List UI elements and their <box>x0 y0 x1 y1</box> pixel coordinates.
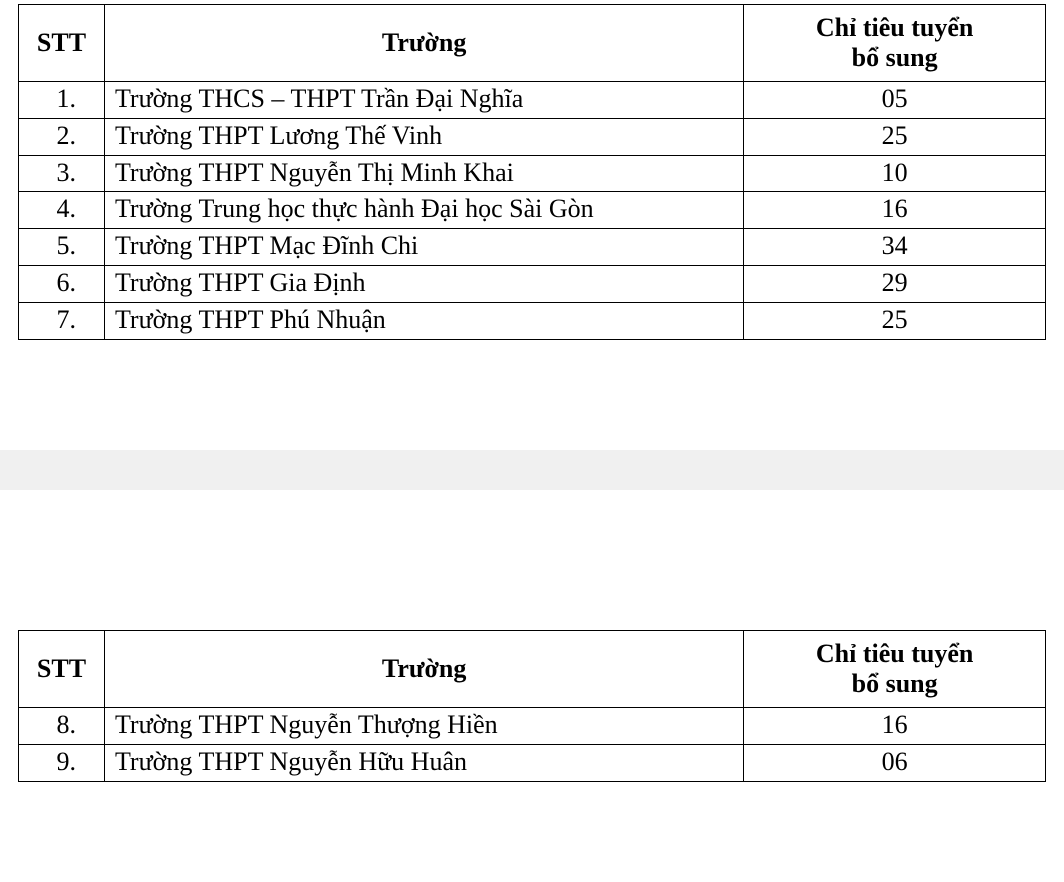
cell-school: Trường THPT Nguyễn Thị Minh Khai <box>104 155 743 192</box>
cell-school: Trường THPT Mạc Đĩnh Chi <box>104 229 743 266</box>
quota-table-top: STT Trường Chỉ tiêu tuyểnbổ sung 1. Trườ… <box>18 4 1046 340</box>
cell-stt: 5. <box>19 229 105 266</box>
cell-school: Trường THPT Nguyễn Thượng Hiền <box>104 707 743 744</box>
table-row: 3. Trường THPT Nguyễn Thị Minh Khai 10 <box>19 155 1046 192</box>
col-header-quota: Chỉ tiêu tuyểnbổ sung <box>744 631 1046 708</box>
cell-quota: 10 <box>744 155 1046 192</box>
page-section-bottom: STT Trường Chỉ tiêu tuyểnbổ sung 8. Trườ… <box>0 630 1064 782</box>
col-header-truong: Trường <box>104 5 743 82</box>
page-break-gap <box>0 450 1064 490</box>
table-row: 1. Trường THCS – THPT Trần Đại Nghĩa 05 <box>19 81 1046 118</box>
cell-quota: 05 <box>744 81 1046 118</box>
table-row: 8. Trường THPT Nguyễn Thượng Hiền 16 <box>19 707 1046 744</box>
table-header-row: STT Trường Chỉ tiêu tuyểnbổ sung <box>19 5 1046 82</box>
cell-stt: 4. <box>19 192 105 229</box>
table-row: 4. Trường Trung học thực hành Đại học Sà… <box>19 192 1046 229</box>
quota-table-bottom: STT Trường Chỉ tiêu tuyểnbổ sung 8. Trườ… <box>18 630 1046 782</box>
cell-school: Trường THPT Gia Định <box>104 266 743 303</box>
cell-quota: 29 <box>744 266 1046 303</box>
table-row: 5. Trường THPT Mạc Đĩnh Chi 34 <box>19 229 1046 266</box>
cell-stt: 7. <box>19 303 105 340</box>
cell-school: Trường Trung học thực hành Đại học Sài G… <box>104 192 743 229</box>
cell-stt: 6. <box>19 266 105 303</box>
cell-quota: 25 <box>744 303 1046 340</box>
col-header-stt: STT <box>19 5 105 82</box>
cell-stt: 1. <box>19 81 105 118</box>
table-row: 2. Trường THPT Lương Thế Vinh 25 <box>19 118 1046 155</box>
cell-quota: 34 <box>744 229 1046 266</box>
cell-school: Trường THPT Nguyễn Hữu Huân <box>104 744 743 781</box>
cell-school: Trường THCS – THPT Trần Đại Nghĩa <box>104 81 743 118</box>
col-header-quota: Chỉ tiêu tuyểnbổ sung <box>744 5 1046 82</box>
table-header-row: STT Trường Chỉ tiêu tuyểnbổ sung <box>19 631 1046 708</box>
cell-quota: 25 <box>744 118 1046 155</box>
cell-stt: 9. <box>19 744 105 781</box>
table-row: 9. Trường THPT Nguyễn Hữu Huân 06 <box>19 744 1046 781</box>
cell-school: Trường THPT Lương Thế Vinh <box>104 118 743 155</box>
cell-quota: 06 <box>744 744 1046 781</box>
cell-stt: 3. <box>19 155 105 192</box>
cell-quota: 16 <box>744 192 1046 229</box>
table-row: 7. Trường THPT Phú Nhuận 25 <box>19 303 1046 340</box>
cell-quota: 16 <box>744 707 1046 744</box>
page-section-top: STT Trường Chỉ tiêu tuyểnbổ sung 1. Trườ… <box>0 0 1064 340</box>
col-header-stt: STT <box>19 631 105 708</box>
table-row: 6. Trường THPT Gia Định 29 <box>19 266 1046 303</box>
cell-stt: 2. <box>19 118 105 155</box>
cell-stt: 8. <box>19 707 105 744</box>
col-header-truong: Trường <box>104 631 743 708</box>
cell-school: Trường THPT Phú Nhuận <box>104 303 743 340</box>
